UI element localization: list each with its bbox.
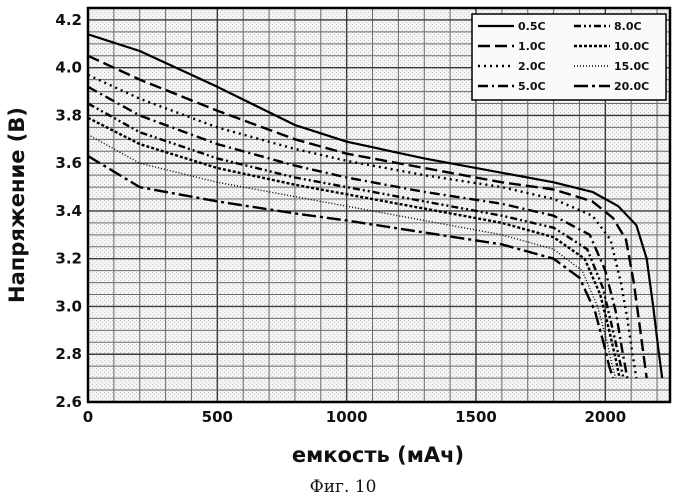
figure-caption: Фиг. 10 [310,477,377,497]
legend-label: 20.0C [614,80,649,93]
legend-label: 10.0C [614,40,649,53]
x-tick-label: 1500 [455,408,497,426]
x-axis-title: емкость (мАч) [292,443,464,467]
y-tick-label: 2.6 [55,393,82,411]
legend-label: 5.0C [518,80,546,93]
x-tick-label: 0 [83,408,93,426]
y-tick-label: 3.2 [55,250,82,268]
x-tick-label: 500 [202,408,233,426]
y-axis-ticks: 2.6 2.8 3.0 3.2 3.4 3.6 3.8 4.0 4.2 [55,11,82,411]
legend-label: 2.0C [518,60,546,73]
y-axis-title: Напряжение (В) [5,107,29,303]
legend: 0.5C 1.0C 2.0C 5.0C 8.0C 10.0C 15.0C 20.0C [472,14,666,100]
y-tick-label: 3.8 [55,106,82,124]
x-tick-label: 2000 [584,408,626,426]
y-tick-label: 4.0 [55,59,82,77]
y-tick-label: 3.0 [55,297,82,315]
x-tick-label: 1000 [326,408,368,426]
y-tick-label: 3.6 [55,154,82,172]
x-axis-ticks: 0 500 1000 1500 2000 [83,408,626,426]
legend-label: 0.5C [518,20,546,33]
y-tick-label: 3.4 [55,202,82,220]
legend-label: 1.0C [518,40,546,53]
y-tick-label: 4.2 [55,11,82,29]
y-tick-label: 2.8 [55,345,82,363]
legend-label: 15.0C [614,60,649,73]
legend-label: 8.0C [614,20,642,33]
